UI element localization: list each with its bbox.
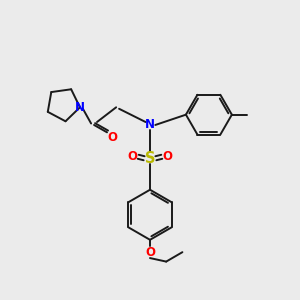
Text: O: O — [163, 150, 173, 163]
Text: O: O — [145, 246, 155, 259]
Text: N: N — [75, 101, 85, 114]
Text: S: S — [145, 151, 155, 166]
Text: N: N — [145, 118, 155, 131]
Text: O: O — [127, 150, 137, 163]
Text: O: O — [107, 131, 117, 144]
